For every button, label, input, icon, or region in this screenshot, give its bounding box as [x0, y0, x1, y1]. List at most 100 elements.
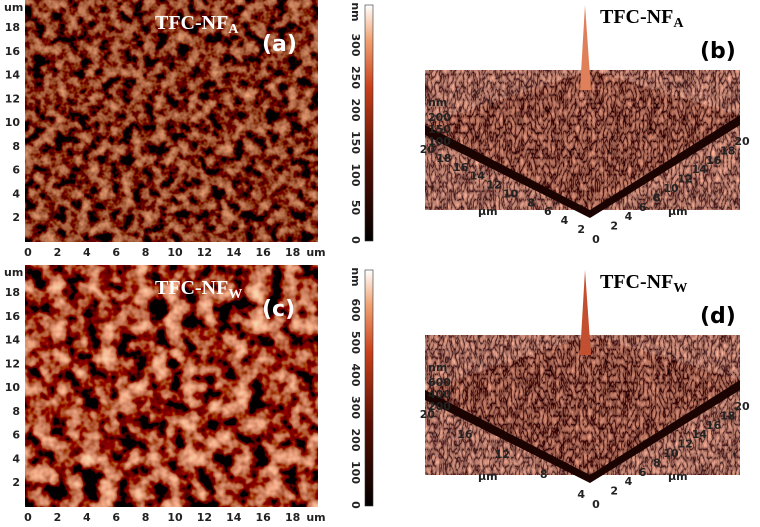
panel-title: TFC-NFW: [600, 271, 687, 297]
x-tick-label: 4: [83, 511, 91, 524]
colorbar-tick-label: 0: [349, 501, 362, 509]
afm-texture: [25, 0, 318, 242]
x-tick-label: 6: [112, 511, 120, 524]
origin-label: 0: [592, 233, 600, 246]
y-unit: um: [4, 1, 23, 14]
y-tick-label: 12: [5, 357, 20, 370]
left-unit: µm: [478, 470, 498, 483]
y-tick-label: 2: [12, 211, 20, 224]
right-tick-label: 18: [720, 144, 735, 157]
y-tick-label: 14: [5, 334, 21, 347]
left-tick-label: 20: [420, 143, 436, 156]
left-tick-label: 4: [577, 488, 585, 501]
x-tick-label: 0: [24, 511, 32, 524]
x-tick-label: 16: [256, 246, 272, 259]
right-tick-label: 16: [706, 419, 722, 432]
title-subscript: W: [673, 281, 687, 296]
left-tick-label: 20: [420, 408, 436, 421]
panel-title: TFC-NFA: [600, 6, 684, 32]
right-tick-label: 14: [692, 428, 708, 441]
left-tick-label: 10: [503, 187, 519, 200]
x-tick-label: 6: [112, 246, 120, 259]
x-tick-label: 8: [142, 511, 150, 524]
y-tick-label: 6: [12, 429, 20, 442]
x-tick-label: 2: [54, 246, 62, 259]
colorbar-tick-label: 600: [349, 299, 362, 322]
y-tick-label: 16: [5, 45, 21, 58]
left-tick-label: 18: [436, 152, 451, 165]
right-tick-label: 6: [639, 201, 647, 214]
right-unit: µm: [668, 205, 688, 218]
right-tick-label: 12: [678, 173, 693, 186]
z-tick-label: 200: [428, 111, 451, 124]
right-tick-label: 6: [639, 466, 647, 479]
x-tick-label: 12: [197, 511, 212, 524]
colorbar-tick-label: 50: [349, 200, 362, 216]
left-tick-label: 8: [540, 468, 548, 481]
panel-title: TFC-NFA: [155, 12, 239, 38]
x-tick-label: 16: [256, 511, 272, 524]
colorbar-tick-label: 400: [349, 364, 362, 387]
colorbar-tick-label: 300: [349, 34, 362, 57]
surface-shadow: [425, 380, 740, 483]
left-tick-label: 16: [453, 161, 469, 174]
left-tick-label: 14: [470, 170, 486, 183]
title-subscript: A: [228, 22, 239, 37]
y-tick-label: 10: [5, 381, 21, 394]
y-tick-label: 18: [5, 286, 20, 299]
right-tick-label: 4: [625, 210, 633, 223]
y-tick-label: 10: [5, 116, 21, 129]
x-unit: um: [306, 246, 325, 259]
y-tick-label: 2: [12, 476, 20, 489]
peak: [580, 5, 591, 90]
right-tick-label: 8: [653, 456, 661, 469]
left-tick-label: 8: [527, 196, 535, 209]
y-tick-label: 6: [12, 164, 20, 177]
left-tick-label: 6: [544, 205, 552, 218]
title-subscript: W: [228, 287, 242, 302]
right-tick-label: 10: [663, 447, 679, 460]
y-tick-label: 14: [5, 69, 21, 82]
title-text: TFC-NF: [155, 277, 228, 299]
colorbar: [364, 269, 374, 507]
x-tick-label: 14: [226, 511, 242, 524]
z-tick-label: 100: [428, 135, 451, 148]
z-tick-label: 600: [428, 376, 451, 389]
right-tick-label: 10: [663, 182, 679, 195]
surface-shadow: [425, 115, 740, 218]
colorbar-tick-label: 0: [349, 236, 362, 244]
origin-label: 0: [592, 498, 600, 511]
x-tick-label: 14: [226, 246, 242, 259]
colorbar-tick-label: 250: [349, 66, 362, 89]
panel-label: (a): [262, 32, 297, 57]
right-tick-label: 12: [678, 438, 693, 451]
right-unit: µm: [668, 470, 688, 483]
x-tick-label: 4: [83, 246, 91, 259]
right-tick-label: 14: [692, 163, 708, 176]
colorbar-tick-label: 500: [349, 331, 362, 354]
y-tick-label: 16: [5, 310, 21, 323]
colorbar-tick-label: 200: [349, 429, 362, 452]
panel-label: (c): [262, 297, 295, 322]
z-unit: nm: [428, 361, 447, 374]
x-tick-label: 18: [285, 511, 300, 524]
z-tick-label: 400: [428, 388, 451, 401]
z-tick-label: 200: [428, 400, 451, 413]
y-tick-label: 8: [12, 140, 20, 153]
afm-texture: [25, 265, 318, 507]
right-tick-label: 4: [625, 475, 633, 488]
right-tick-label: 20: [734, 135, 750, 148]
left-tick-label: 2: [577, 223, 585, 236]
x-tick-label: 18: [285, 246, 300, 259]
right-tick-label: 18: [720, 409, 735, 422]
x-tick-label: 8: [142, 246, 150, 259]
peak: [580, 270, 591, 355]
y-tick-label: 18: [5, 21, 20, 34]
x-tick-label: 10: [167, 511, 183, 524]
panel-label: (d): [700, 304, 736, 329]
colorbar-tick-label: 300: [349, 396, 362, 419]
left-unit: µm: [478, 205, 498, 218]
colorbar-tick-label: 100: [349, 164, 362, 187]
right-tick-label: 8: [653, 191, 661, 204]
